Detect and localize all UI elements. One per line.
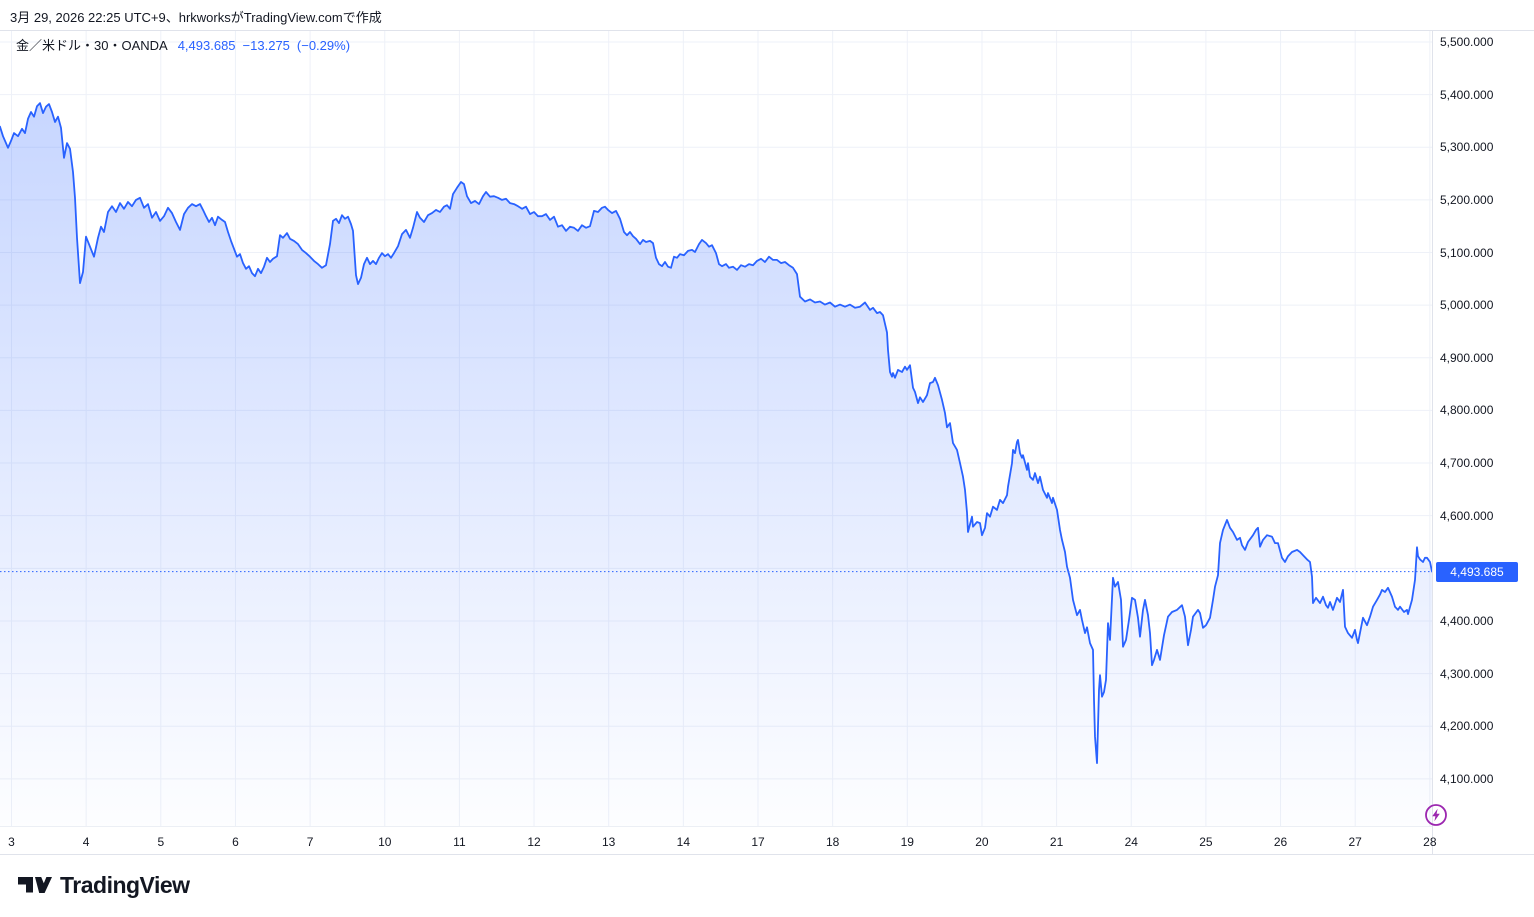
plot-top-border bbox=[0, 30, 1534, 31]
price-tick-label: 4,300.000 bbox=[1440, 666, 1494, 681]
price-tick-label: 5,000.000 bbox=[1440, 298, 1494, 313]
time-tick-label: 18 bbox=[825, 835, 840, 849]
price-chart-svg[interactable] bbox=[0, 30, 1432, 826]
time-tick-label: 10 bbox=[378, 835, 392, 849]
time-tick-label: 3 bbox=[8, 835, 15, 849]
price-tick-label: 4,700.000 bbox=[1440, 456, 1494, 471]
time-tick-label: 13 bbox=[602, 835, 616, 849]
price-axis-border bbox=[1432, 30, 1433, 854]
time-tick-label: 11 bbox=[453, 835, 466, 849]
price-tick-label: 4,400.000 bbox=[1440, 613, 1494, 628]
legend-last-price: 4,493.685 bbox=[177, 38, 236, 53]
legend-change: −13.275 bbox=[242, 38, 290, 53]
time-tick-label: 26 bbox=[1273, 835, 1288, 849]
legend-change-percent: (−0.29%) bbox=[296, 38, 351, 53]
tradingview-logo-mark-icon bbox=[18, 877, 52, 893]
price-tick-label: 5,400.000 bbox=[1440, 87, 1494, 102]
price-tick-label: 5,300.000 bbox=[1440, 140, 1494, 155]
time-tick-label: 21 bbox=[1049, 835, 1064, 849]
time-tick-label: 28 bbox=[1423, 835, 1437, 849]
time-tick-label: 19 bbox=[900, 835, 914, 849]
price-tick-label: 4,800.000 bbox=[1440, 403, 1494, 418]
footer: TradingView bbox=[18, 870, 190, 900]
time-tick-label: 12 bbox=[527, 835, 541, 849]
time-axis[interactable]: 3 4 5 6 7 10 11 12 13 14 17 18 19 20 21 24 25 26 27 28 bbox=[0, 826, 1436, 854]
price-tick-label: 4,900.000 bbox=[1440, 350, 1494, 365]
price-tick-label: 4,100.000 bbox=[1440, 771, 1494, 786]
time-tick-label: 7 bbox=[306, 835, 314, 849]
price-tick-label: 5,500.000 bbox=[1440, 35, 1494, 49]
price-tick-label: 4,200.000 bbox=[1440, 719, 1494, 734]
price-tick-label: 5,100.000 bbox=[1440, 245, 1494, 260]
lightning-button[interactable] bbox=[1424, 803, 1448, 827]
tradingview-logo-text: TradingView bbox=[60, 871, 190, 898]
time-tick-label: 25 bbox=[1199, 835, 1213, 849]
area-fill bbox=[0, 103, 1432, 826]
time-tick-label: 27 bbox=[1348, 835, 1362, 849]
lightning-bolt-icon bbox=[1425, 804, 1447, 826]
time-tick-label: 20 bbox=[975, 835, 989, 849]
tradingview-logo[interactable]: TradingView bbox=[18, 872, 190, 899]
time-tick-label: 17 bbox=[751, 835, 765, 849]
time-tick-label: 14 bbox=[676, 835, 691, 849]
creation-attribution: 3月 29, 2026 22:25 UTC+9、hrkworksがTrading… bbox=[10, 10, 382, 25]
price-axis[interactable]: 5,500.000 5,400.000 5,300.000 5,200.000 5,10… bbox=[1432, 30, 1534, 854]
last-price-label: 4,493.685 bbox=[1436, 561, 1518, 582]
symbol-legend: 金／米ドル・30・OANDA 4,493.685 −13.275 (−0.29%) bbox=[16, 35, 357, 54]
time-tick-label: 5 bbox=[157, 835, 165, 849]
plot-bottom-border bbox=[0, 826, 1432, 827]
time-tick-label: 6 bbox=[232, 835, 239, 849]
footer-separator bbox=[0, 854, 1534, 855]
price-line bbox=[0, 102, 1432, 764]
price-tick-label: 5,200.000 bbox=[1440, 192, 1494, 207]
time-tick-label: 24 bbox=[1124, 835, 1138, 849]
symbol-title: 金／米ドル・30・OANDA bbox=[16, 38, 168, 53]
price-tick-label: 4,600.000 bbox=[1440, 508, 1494, 523]
time-tick-label: 4 bbox=[82, 835, 90, 849]
